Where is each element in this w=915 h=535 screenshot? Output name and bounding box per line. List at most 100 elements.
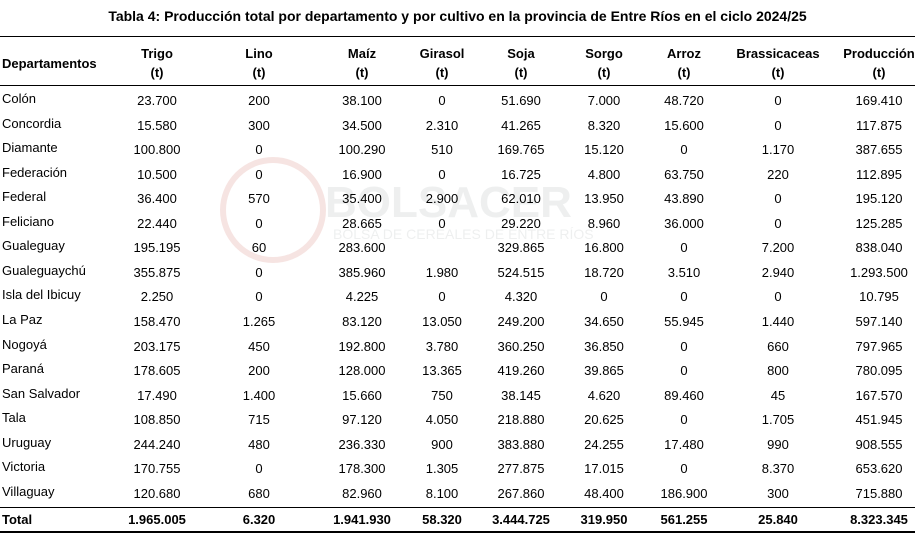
department-name: Concordia: [2, 115, 62, 131]
department-name: Feliciano: [2, 213, 55, 229]
total-cell: 58.320: [422, 512, 462, 527]
value-cell: 100.800: [133, 142, 181, 158]
value-cell: 35.400: [342, 191, 382, 207]
value-cell: 167.570: [855, 387, 903, 403]
total-cell: 8.323.345: [850, 512, 908, 527]
value-cell: 108.850: [133, 412, 181, 428]
value-cell: 244.240: [133, 436, 181, 452]
value-cell: 100.290: [338, 142, 386, 158]
value-cell: 387.655: [855, 142, 903, 158]
header-unit: (t): [150, 65, 164, 80]
value-cell: 385.960: [338, 264, 386, 280]
value-cell: 15.600: [664, 117, 704, 133]
department-name: Villaguay: [2, 483, 55, 499]
total-label: Total: [2, 512, 33, 527]
value-cell: 20.625: [584, 412, 624, 428]
watermark-circle: [220, 157, 326, 263]
value-cell: 36.400: [137, 191, 177, 207]
value-cell: 1.980: [425, 264, 459, 280]
value-cell: 451.945: [855, 412, 903, 428]
value-cell: 2.310: [425, 117, 459, 133]
value-cell: 55.945: [664, 314, 704, 330]
value-cell: 2.250: [140, 289, 174, 305]
value-cell: 48.720: [664, 93, 704, 108]
header-unit: (t): [514, 65, 528, 80]
value-cell: 4.620: [587, 387, 621, 403]
value-cell: 83.120: [342, 314, 382, 330]
value-cell: 36.000: [664, 215, 704, 231]
value-cell: 1.305: [425, 461, 459, 477]
value-cell: 23.700: [137, 93, 177, 108]
value-cell: 283.600: [338, 240, 386, 256]
header-unit: (t): [252, 65, 266, 80]
table-bottom-rule: [0, 531, 915, 533]
department-name: Colón: [2, 91, 36, 106]
value-cell: 908.555: [855, 436, 903, 452]
header-name: Brassicaceas: [736, 46, 820, 61]
value-cell: 170.755: [133, 461, 181, 477]
value-cell: 1.440: [761, 314, 795, 330]
department-name: Victoria: [2, 459, 46, 475]
value-cell: 3.510: [667, 264, 701, 280]
header-name: Trigo: [141, 46, 173, 61]
value-cell: 4.050: [425, 412, 459, 428]
value-cell: 1.265: [242, 314, 276, 330]
department-name: Paraná: [2, 361, 44, 377]
header-unit: (t): [435, 65, 449, 80]
total-cell: 25.840: [758, 512, 798, 527]
value-cell: 38.145: [501, 387, 541, 403]
value-cell: 186.900: [660, 485, 708, 501]
value-cell: 0: [774, 117, 782, 133]
value-cell: 17.490: [137, 387, 177, 403]
header-name: Arroz: [667, 46, 701, 61]
header-unit: (t): [872, 65, 886, 80]
value-cell: 13.950: [584, 191, 624, 207]
department-name: La Paz: [2, 312, 43, 328]
header-name: Producción: [843, 46, 915, 61]
total-cell: 319.950: [580, 512, 628, 527]
value-cell: 17.015: [584, 461, 624, 477]
value-cell: 16.725: [501, 166, 541, 182]
value-cell: 0: [600, 289, 608, 305]
value-cell: 0: [774, 289, 782, 305]
header-name: Lino: [245, 46, 273, 61]
value-cell: 120.680: [133, 485, 181, 501]
value-cell: 0: [255, 289, 263, 305]
value-cell: 0: [774, 93, 782, 108]
value-cell: 8.100: [425, 485, 459, 501]
value-cell: 97.120: [342, 412, 382, 428]
header-name: Girasol: [419, 46, 465, 61]
value-cell: 10.500: [137, 166, 177, 182]
value-cell: 218.880: [497, 412, 545, 428]
value-cell: 51.690: [501, 93, 541, 108]
value-cell: 195.195: [133, 240, 181, 256]
value-cell: 1.705: [761, 412, 795, 428]
department-name: Federal: [2, 189, 47, 205]
value-cell: 383.880: [497, 436, 545, 452]
value-cell: 8.320: [587, 117, 621, 133]
department-name: San Salvador: [2, 385, 81, 401]
value-cell: 203.175: [133, 338, 181, 354]
department-name: Nogoyá: [2, 336, 47, 352]
value-cell: 3.780: [425, 338, 459, 354]
value-cell: 200: [248, 363, 270, 379]
value-cell: 355.875: [133, 264, 181, 280]
value-cell: 480: [248, 436, 270, 452]
value-cell: 16.800: [584, 240, 624, 256]
total-cell: 561.255: [660, 512, 708, 527]
value-cell: 715: [248, 412, 270, 428]
value-cell: 29.220: [501, 215, 541, 231]
value-cell: 2.940: [761, 264, 795, 280]
value-cell: 0: [680, 461, 688, 477]
department-name: Gualeguay: [2, 238, 65, 254]
value-cell: 277.875: [497, 461, 545, 477]
watermark-logo: BOLSACER BOLSA DE CEREALES DE ENTRE RÍOS: [220, 157, 594, 263]
value-cell: 0: [255, 461, 263, 477]
value-cell: 13.365: [422, 363, 462, 379]
value-cell: 178.605: [133, 363, 181, 379]
value-cell: 8.960: [587, 215, 621, 231]
value-cell: 36.850: [584, 338, 624, 354]
value-cell: 169.410: [855, 93, 903, 108]
header-name: Sorgo: [585, 46, 623, 61]
